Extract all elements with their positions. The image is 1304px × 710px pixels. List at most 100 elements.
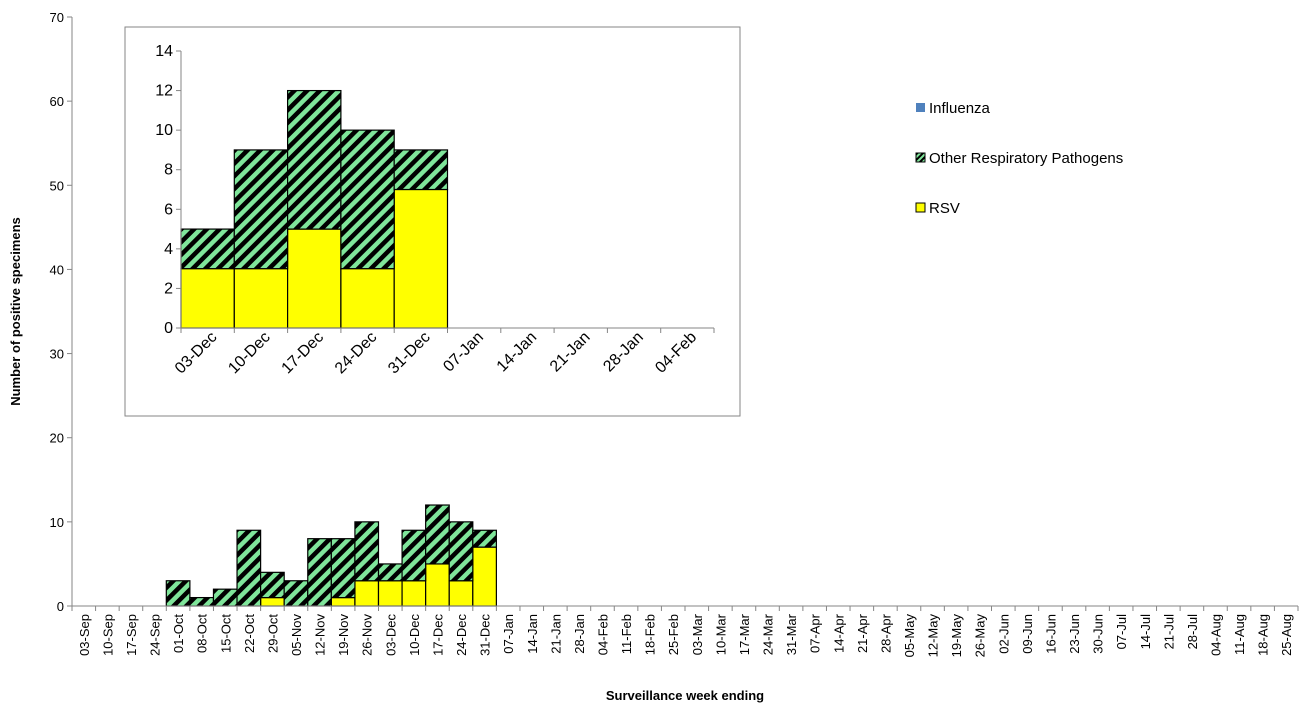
x-tick-label: 24-Mar	[761, 613, 776, 655]
y-tick-label: 30	[50, 347, 64, 362]
y-tick-label: 0	[164, 320, 173, 337]
bar-other-respiratory-pathogens-17-dec	[425, 504, 450, 565]
y-tick-label: 10	[50, 515, 64, 530]
bar-other-respiratory-pathogens-10-dec	[233, 149, 289, 270]
x-tick-label: 07-Jan	[501, 614, 516, 654]
x-tick-label: 11-Feb	[619, 614, 634, 654]
x-tick-label: 11-Aug	[1232, 614, 1247, 655]
x-tick-label: 29-Oct	[265, 614, 280, 653]
x-tick-label: 12-Nov	[313, 614, 328, 656]
bar-other-respiratory-pathogens-24-dec	[340, 129, 395, 270]
bar-rsv-29-oct	[260, 596, 285, 607]
bar-rsv-10-dec	[401, 580, 427, 607]
bar-rsv-19-nov	[330, 596, 356, 607]
bar-other-respiratory-pathogens-08-oct	[189, 596, 215, 607]
x-tick-label: 03-Dec	[383, 614, 398, 656]
x-tick-label: 17-Sep	[124, 614, 139, 656]
bar-other-respiratory-pathogens-22-oct	[236, 529, 262, 607]
y-tick-label: 40	[50, 262, 64, 277]
legend-label-influenza: Influenza	[929, 100, 991, 117]
bar-other-respiratory-pathogens-01-oct	[165, 580, 191, 607]
bar-rsv-31-dec	[393, 188, 449, 329]
y-tick-label: 70	[50, 10, 64, 25]
x-tick-label: 07-Apr	[808, 613, 823, 653]
x-tick-label: 28-Jan	[572, 614, 587, 654]
y-tick-label: 10	[155, 122, 173, 139]
y-tick-label: 0	[57, 599, 64, 614]
bar-other-respiratory-pathogens-15-oct	[212, 588, 238, 607]
legend: Influenza Other Respiratory Pathogens RSV	[915, 100, 1123, 217]
legend-label-rsv: RSV	[929, 200, 960, 217]
bar-other-respiratory-pathogens-03-dec	[180, 228, 235, 270]
bar-other-respiratory-pathogens-31-dec	[393, 149, 449, 191]
bar-other-respiratory-pathogens-29-oct	[260, 571, 285, 599]
bar-other-respiratory-pathogens-26-nov	[354, 521, 380, 582]
x-tick-label: 03-Mar	[690, 613, 705, 655]
y-tick-label: 4	[164, 241, 173, 258]
y-tick-label: 14	[155, 43, 173, 60]
bar-rsv-03-dec	[377, 580, 403, 607]
x-tick-label: 22-Oct	[242, 614, 257, 653]
x-tick-label: 31-Dec	[478, 614, 493, 656]
x-tick-label: 04-Aug	[1208, 614, 1223, 656]
x-tick-label: 14-Jan	[525, 614, 540, 654]
x-tick-label: 12-May	[926, 614, 941, 658]
x-tick-label: 18-Aug	[1256, 614, 1271, 656]
legend-swatch-other-respiratory-pathogens	[915, 152, 926, 163]
x-tick-label: 10-Sep	[100, 614, 115, 656]
legend-swatch-influenza	[916, 103, 925, 112]
x-tick-label: 05-May	[902, 614, 917, 658]
x-tick-label: 19-May	[949, 614, 964, 658]
y-tick-label: 6	[164, 201, 173, 218]
bar-rsv-10-dec	[233, 268, 289, 329]
y-tick-label: 60	[50, 94, 64, 109]
x-tick-label: 23-Jun	[1067, 614, 1082, 654]
x-tick-label: 30-Jun	[1091, 614, 1106, 654]
x-tick-label: 10-Mar	[713, 613, 728, 655]
x-tick-label: 10-Dec	[407, 614, 422, 656]
x-tick-label: 02-Jun	[996, 614, 1011, 654]
bar-rsv-17-dec	[287, 228, 342, 329]
x-tick-label: 31-Mar	[784, 613, 799, 655]
y-tick-label: 2	[164, 280, 173, 297]
bar-rsv-17-dec	[425, 563, 450, 607]
y-tick-label: 8	[164, 162, 173, 179]
bar-rsv-24-dec	[340, 268, 395, 329]
x-tick-label: 28-Jul	[1185, 614, 1200, 650]
bar-other-respiratory-pathogens-03-dec	[377, 563, 403, 582]
y-tick-label: 12	[155, 83, 173, 100]
bar-other-respiratory-pathogens-31-dec	[472, 529, 497, 548]
x-tick-label: 09-Jun	[1020, 614, 1035, 654]
x-tick-label: 16-Jun	[1043, 614, 1058, 654]
bar-rsv-31-dec	[472, 546, 497, 607]
x-tick-label: 18-Feb	[643, 614, 658, 655]
bar-other-respiratory-pathogens-05-nov	[283, 580, 309, 607]
bar-rsv-26-nov	[354, 580, 380, 607]
bar-other-respiratory-pathogens-10-dec	[401, 529, 427, 582]
x-tick-label: 26-May	[973, 614, 988, 658]
x-tick-label: 01-Oct	[171, 614, 186, 653]
bar-other-respiratory-pathogens-24-dec	[448, 521, 474, 582]
x-tick-label: 25-Aug	[1279, 614, 1294, 656]
x-tick-label: 14-Jul	[1138, 614, 1153, 650]
x-tick-label: 21-Jan	[548, 614, 563, 654]
bar-other-respiratory-pathogens-17-dec	[287, 89, 342, 230]
y-tick-label: 50	[50, 178, 64, 193]
x-tick-label: 07-Jul	[1114, 614, 1129, 650]
x-tick-label: 15-Oct	[218, 614, 233, 653]
x-tick-label: 21-Jul	[1161, 614, 1176, 650]
bar-rsv-03-dec	[180, 268, 235, 329]
x-tick-label: 03-Sep	[77, 614, 92, 656]
y-tick-label: 20	[50, 431, 64, 446]
x-tick-label: 14-Apr	[831, 613, 846, 653]
x-tick-label: 25-Feb	[666, 614, 681, 655]
x-tick-label: 24-Sep	[148, 614, 163, 656]
x-axis-title: Surveillance week ending	[606, 688, 764, 703]
x-tick-label: 17-Dec	[430, 614, 445, 656]
legend-swatch-rsv	[915, 202, 926, 213]
y-axis-title: Number of positive specimens	[8, 217, 23, 406]
